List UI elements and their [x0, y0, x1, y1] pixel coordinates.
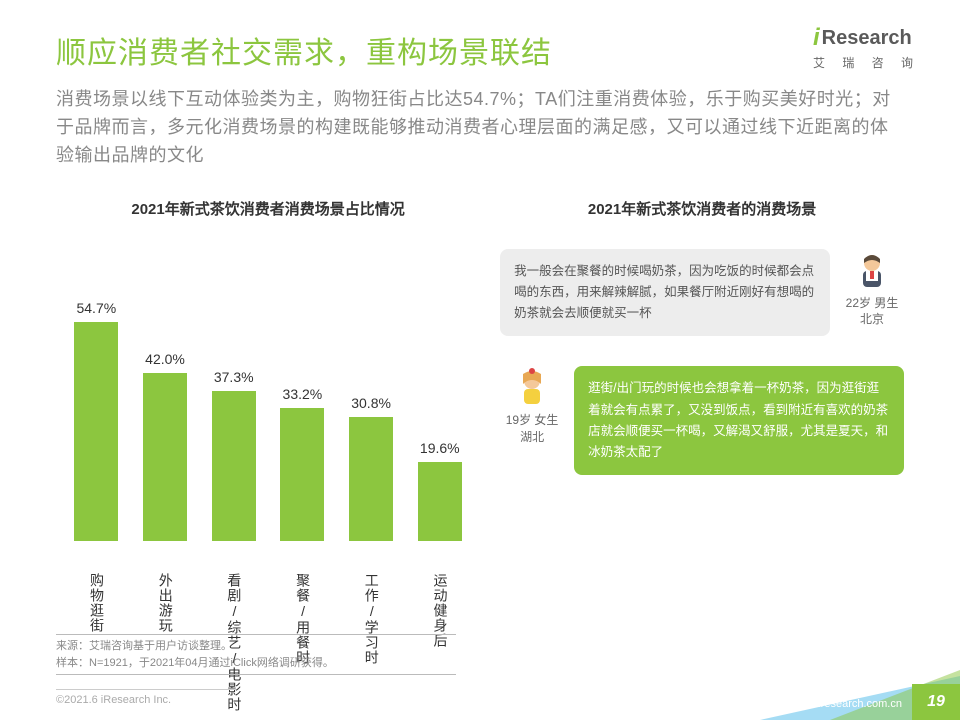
persona-age-gender: 22岁 男生	[840, 295, 904, 312]
bar-value-label: 37.3%	[214, 369, 254, 385]
girl-avatar-icon	[511, 366, 553, 408]
logo-text: Research	[822, 27, 912, 50]
persona-age-gender: 19岁 女生	[500, 412, 564, 429]
right-title: 2021年新式茶饮消费者的消费场景	[500, 198, 904, 219]
persona: 22岁 男生北京	[840, 249, 904, 329]
logo-sub: 艾 瑞 咨 询	[813, 54, 920, 71]
quote-block-1: 逛街/出门玩的时候也会想拿着一杯奶茶，因为逛街逛着就会有点累了，又没到饭点，看到…	[500, 366, 904, 475]
quote-bubble: 我一般会在聚餐的时候喝奶茶，因为吃饭的时候都会点喝的东西，用来解辣解腻，如果餐厅…	[500, 249, 830, 337]
website: www.iresearch.com.cn	[792, 698, 902, 710]
bar-4: 30.8%	[341, 395, 402, 540]
source-line1: 来源：艾瑞咨询基于用户访谈整理。	[56, 638, 456, 655]
chart-title: 2021年新式茶饮消费者消费场景占比情况	[56, 198, 480, 219]
boy-avatar-icon	[851, 249, 893, 291]
logo: i Research 艾 瑞 咨 询	[813, 24, 920, 71]
logo-i: i	[813, 24, 820, 52]
bar-rect	[143, 373, 187, 541]
bar-3: 33.2%	[272, 386, 333, 541]
bar-value-label: 54.7%	[76, 300, 116, 316]
page-title: 顺应消费者社交需求，重构场景联结	[56, 28, 904, 72]
bar-rect	[418, 462, 462, 540]
source-note: 来源：艾瑞咨询基于用户访谈整理。 样本：N=1921，于2021年04月通过iC…	[56, 631, 456, 678]
bar-value-label: 19.6%	[420, 440, 460, 456]
bar-chart: 54.7% 42.0% 37.3% 33.2% 30.8% 19.6%	[56, 247, 480, 567]
source-line2: 样本：N=1921，于2021年04月通过iClick网络调研获得。	[56, 655, 456, 672]
bar-2: 37.3%	[203, 369, 264, 540]
page-number: 19	[912, 684, 960, 720]
bar-rect	[349, 417, 393, 540]
bar-value-label: 42.0%	[145, 351, 185, 367]
bar-rect	[74, 322, 118, 541]
bar-rect	[212, 391, 256, 540]
copyright: ©2021.6 iResearch Inc.	[56, 689, 236, 706]
quote-block-0: 我一般会在聚餐的时候喝奶茶，因为吃饭的时候都会点喝的东西，用来解辣解腻，如果餐厅…	[500, 249, 904, 337]
bar-value-label: 33.2%	[283, 386, 323, 402]
persona: 19岁 女生湖北	[500, 366, 564, 446]
bar-value-label: 30.8%	[351, 395, 391, 411]
persona-location: 北京	[840, 311, 904, 328]
bar-0: 54.7%	[66, 300, 127, 541]
persona-location: 湖北	[500, 429, 564, 446]
bar-rect	[280, 408, 324, 541]
bar-5: 19.6%	[409, 440, 470, 540]
page-subtitle: 消费场景以线下互动体验类为主，购物狂街占比达54.7%；TA们注重消费体验，乐于…	[56, 86, 904, 170]
bar-1: 42.0%	[135, 351, 196, 541]
quote-bubble: 逛街/出门玩的时候也会想拿着一杯奶茶，因为逛街逛着就会有点累了，又没到饭点，看到…	[574, 366, 904, 475]
